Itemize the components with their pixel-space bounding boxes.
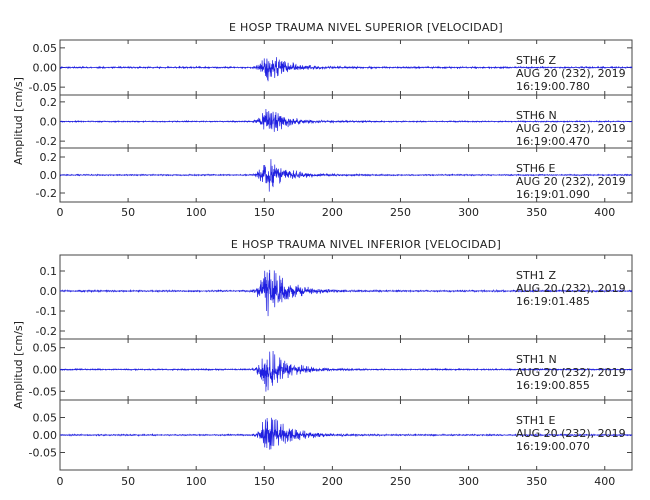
y-tick-label: -0.05	[29, 81, 57, 94]
y-tick-label: 0.0	[40, 116, 58, 129]
x-tick-label: 50	[121, 206, 135, 219]
date-label: AUG 20 (232), 2019	[516, 175, 626, 188]
time-label: 16:19:01.090	[516, 188, 590, 201]
y-tick-label: 0.2	[40, 96, 58, 109]
x-tick-label: 350	[526, 206, 547, 219]
time-label: 16:19:00.070	[516, 440, 590, 453]
y-tick-label: 0.2	[40, 151, 58, 164]
x-tick-label: 400	[594, 475, 615, 488]
x-tick-label: 400	[594, 206, 615, 219]
x-tick-label: 350	[526, 475, 547, 488]
x-tick-label: 50	[121, 475, 135, 488]
x-tick-label: 300	[458, 475, 479, 488]
chart-title: E HOSP TRAUMA NIVEL INFERIOR [VELOCIDAD]	[231, 238, 501, 251]
date-label: AUG 20 (232), 2019	[516, 122, 626, 135]
x-tick-label: 100	[186, 475, 207, 488]
y-tick-label: -0.2	[36, 187, 57, 200]
y-tick-label: 0.00	[33, 429, 58, 442]
date-label: AUG 20 (232), 2019	[516, 282, 626, 295]
y-tick-label: 0.00	[33, 364, 58, 377]
station-label: STH6 E	[516, 162, 555, 175]
y-tick-label: 0.0	[40, 169, 58, 182]
x-tick-label: 150	[254, 206, 275, 219]
station-label: STH1 Z	[516, 269, 556, 282]
y-tick-label: 0.00	[33, 62, 58, 75]
x-tick-label: 100	[186, 206, 207, 219]
chart-1: E HOSP TRAUMA NIVEL SUPERIOR [VELOCIDAD]…	[12, 21, 633, 219]
time-label: 16:19:01.485	[516, 295, 590, 308]
x-tick-label: 150	[254, 475, 275, 488]
y-tick-label: -0.05	[29, 447, 57, 460]
time-label: 16:19:00.780	[516, 80, 590, 93]
y-axis-label: Amplitud [cm/s]	[12, 77, 25, 165]
date-label: AUG 20 (232), 2019	[516, 366, 626, 379]
series-line-z	[59, 57, 633, 82]
y-tick-label: 0.05	[33, 412, 58, 425]
date-label: AUG 20 (232), 2019	[516, 67, 626, 80]
y-tick-label: -0.2	[36, 325, 57, 338]
y-tick-label: -0.05	[29, 385, 57, 398]
y-tick-label: 0.0	[40, 285, 58, 298]
series-line-e	[59, 417, 633, 450]
station-label: STH1 E	[516, 414, 555, 427]
x-tick-label: 0	[57, 206, 64, 219]
station-label: STH1 N	[516, 353, 557, 366]
chart-2: E HOSP TRAUMA NIVEL INFERIOR [VELOCIDAD]…	[12, 238, 633, 488]
y-tick-label: 0.05	[33, 42, 58, 55]
y-axis-label: Amplitud [cm/s]	[12, 321, 25, 409]
series-line-z	[59, 269, 633, 317]
x-tick-label: 250	[390, 475, 411, 488]
x-tick-label: 200	[322, 475, 343, 488]
station-label: STH6 Z	[516, 54, 556, 67]
series-line-e	[59, 159, 633, 192]
time-label: 16:19:00.470	[516, 135, 590, 148]
time-label: 16:19:00.855	[516, 379, 590, 392]
x-tick-label: 300	[458, 206, 479, 219]
station-label: STH6 N	[516, 109, 557, 122]
x-tick-label: 250	[390, 206, 411, 219]
y-tick-label: 0.05	[33, 342, 58, 355]
date-label: AUG 20 (232), 2019	[516, 427, 626, 440]
x-tick-label: 200	[322, 206, 343, 219]
y-tick-label: -0.2	[36, 135, 57, 148]
y-tick-label: -0.1	[36, 305, 57, 318]
series-line-n	[59, 350, 633, 392]
chart-title: E HOSP TRAUMA NIVEL SUPERIOR [VELOCIDAD]	[229, 21, 503, 34]
series-line-n	[59, 108, 633, 132]
y-tick-label: 0.1	[40, 265, 58, 278]
x-tick-label: 0	[57, 475, 64, 488]
